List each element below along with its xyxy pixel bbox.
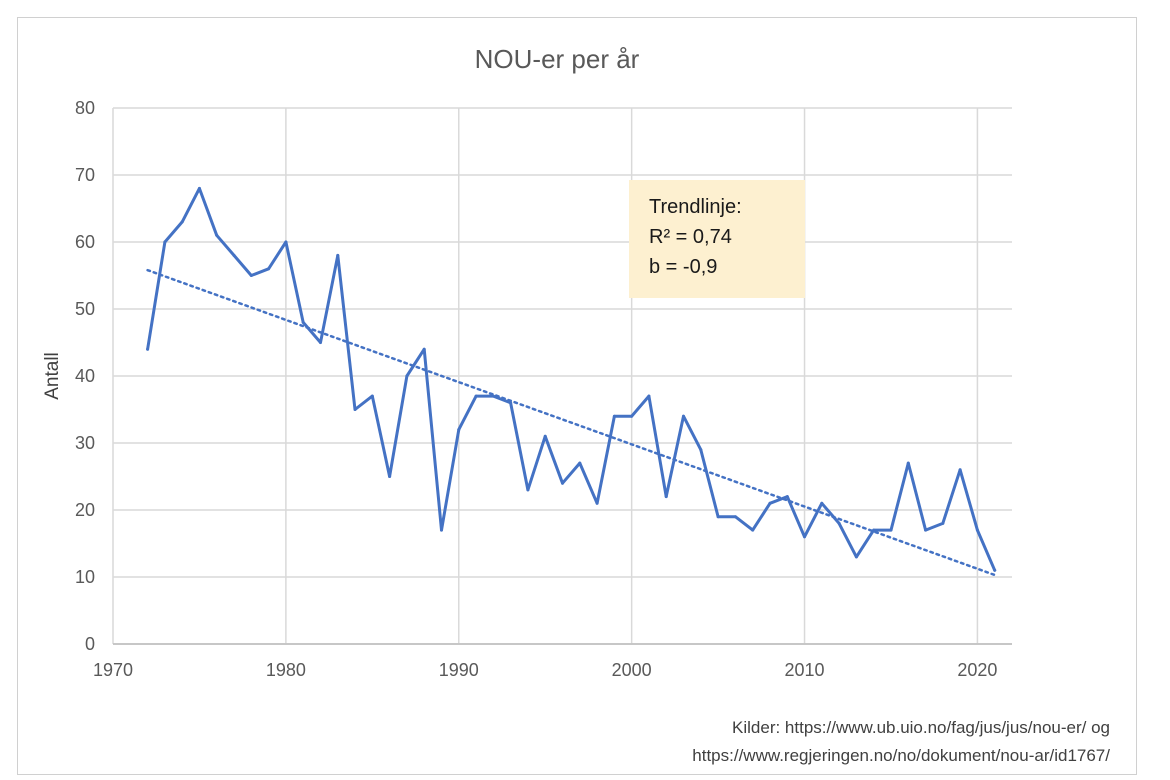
data-point [682,414,686,418]
data-point [975,528,979,532]
sources: Kilder: https://www.ub.uio.no/fag/jus/ju… [692,714,1110,770]
sources-line-1: Kilder: https://www.ub.uio.no/fag/jus/ju… [732,718,1110,737]
x-axis: 1970 1980 1990 2000 2010 2020 [93,660,997,680]
trendline [146,268,996,577]
data-point [509,401,513,405]
data-point [388,475,392,478]
annotation-slope: b = -0,9 [649,256,718,278]
y-tick-label: 0 [85,634,95,654]
data-point [197,186,201,190]
data-point [543,434,547,438]
data-point [595,501,599,505]
data-point [854,555,858,559]
y-tick-label: 30 [75,433,95,453]
data-point [612,414,616,418]
x-tick-label: 2000 [612,660,652,680]
data-point [336,253,340,257]
y-tick-label: 70 [75,165,95,185]
data-point [924,528,928,532]
chart-frame [17,17,1137,775]
data-point [716,515,720,519]
data-point [232,253,236,257]
chart-title: NOU-er per år [475,44,640,74]
y-tick-label: 60 [75,232,95,252]
annotation-title: Trendlinje: [649,196,742,218]
data-point [370,394,374,398]
data-point [699,448,703,452]
data-point [146,347,150,351]
trendline-annotation: Trendlinje: R² = 0,74 b = -0,9 [629,180,805,298]
y-axis: 0 10 20 30 40 50 60 70 80 [75,98,95,654]
y-tick-label: 50 [75,299,95,319]
trendline-path [146,268,996,577]
data-point [474,394,478,398]
x-tick-label: 1970 [93,660,133,680]
data-point [993,568,997,572]
data-point [284,240,288,244]
data-point [803,535,807,539]
data-point [405,374,409,378]
data-point [526,488,530,492]
data-point [733,515,737,519]
data-point [664,495,668,499]
data-point [578,461,582,465]
data-point [889,528,893,532]
data-point [751,528,755,532]
x-tick-label: 1990 [439,660,479,680]
data-point [267,267,271,271]
sources-line-2: https://www.regjeringen.no/no/dokument/n… [692,746,1110,765]
data-point [630,414,634,418]
data-point [353,408,357,411]
x-tick-label: 2020 [957,660,997,680]
data-point [439,528,443,532]
y-tick-label: 80 [75,98,95,118]
series-line [146,186,997,572]
data-point [820,501,824,505]
data-point [647,394,651,398]
data-point [837,521,841,525]
y-tick-label: 20 [75,500,95,520]
data-point [561,481,564,485]
data-point [872,528,876,532]
data-point [180,220,184,224]
y-tick-label: 10 [75,567,95,587]
data-point [958,468,962,472]
data-point [318,341,322,344]
data-point [941,521,945,525]
data-point [457,428,461,432]
series [146,186,997,572]
data-point [163,240,167,244]
data-point [785,495,789,499]
x-tick-label: 2010 [785,660,825,680]
data-point [422,347,426,351]
grid [112,107,1012,645]
data-point [768,501,772,505]
x-tick-label: 1980 [266,660,306,680]
data-point [906,461,910,465]
annotation-r2: R² = 0,74 [649,226,732,248]
y-tick-label: 40 [75,366,95,386]
data-point [249,274,253,277]
y-axis-label: Antall [42,352,63,400]
data-point [215,233,219,237]
data-point [301,320,305,324]
data-point [491,394,495,398]
